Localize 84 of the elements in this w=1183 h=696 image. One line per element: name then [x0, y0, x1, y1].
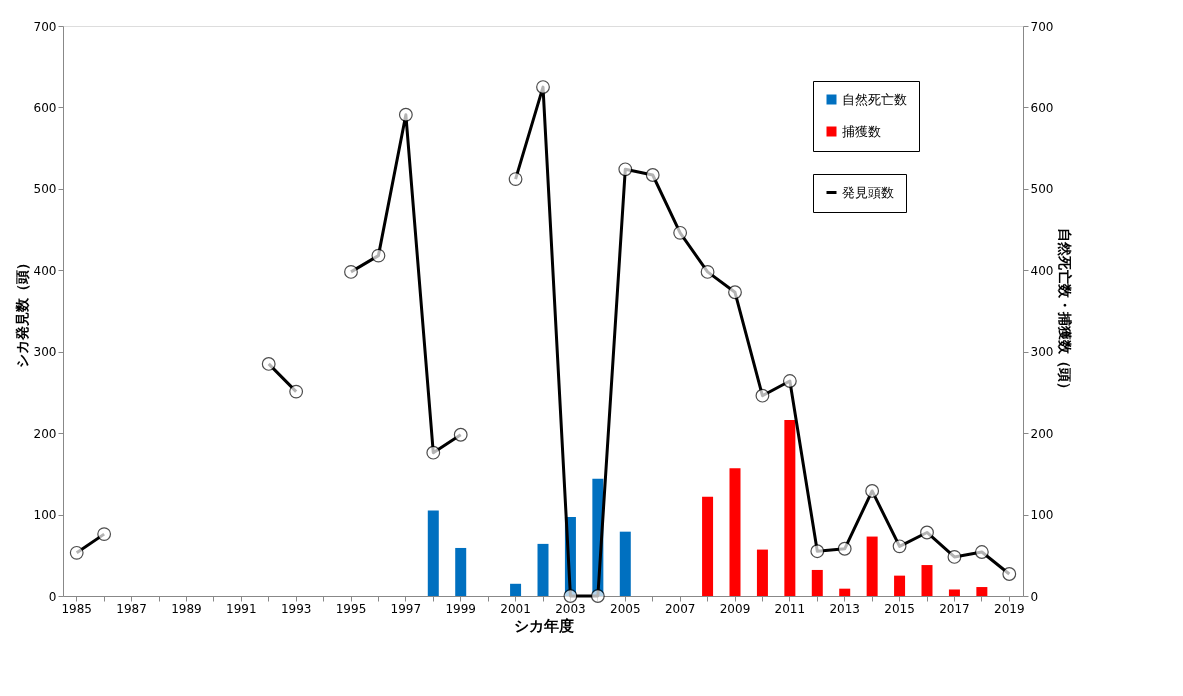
point [590, 589, 605, 603]
y-tick-label: 700 [33, 19, 57, 34]
y2-tick-label: 400 [1030, 263, 1054, 278]
point [782, 374, 797, 388]
x-tick-label: 1987 [116, 601, 147, 616]
legend-label: 捕獲数 [842, 123, 881, 139]
x-tick-label: 1999 [445, 601, 476, 616]
point [920, 525, 934, 540]
point [810, 544, 825, 559]
legend-label: 発見頭数 [842, 184, 894, 200]
point [563, 589, 578, 603]
bar [455, 547, 467, 596]
y-tick-label: 300 [33, 345, 57, 360]
bar [619, 531, 631, 596]
point [261, 357, 276, 371]
x-tick-label: 1997 [390, 601, 422, 616]
x-tick-label: 2009 [719, 601, 751, 616]
point [536, 80, 550, 94]
y-axis-title: シカ発見数（頭） [13, 255, 30, 368]
x-tick-label: 2019 [994, 601, 1025, 616]
bar [976, 587, 988, 596]
y-tick-label: 100 [33, 508, 57, 523]
point [1002, 567, 1017, 581]
x-tick-label: 2007 [664, 601, 696, 616]
x-tick-label: 2001 [500, 601, 531, 616]
bar [756, 549, 768, 596]
y2-axis-title: 自然死亡数・捕獲数（頭） [1057, 227, 1074, 396]
point [947, 550, 962, 564]
y2-tick-label: 600 [1030, 100, 1054, 115]
bar [894, 575, 906, 596]
y-tick-label: 0 [48, 589, 57, 604]
point [618, 162, 633, 177]
bar [784, 420, 796, 596]
point [837, 541, 852, 556]
point [344, 265, 358, 279]
x-tick-label: 1995 [335, 601, 367, 616]
y2-tick-label: 100 [1030, 508, 1054, 523]
point [289, 384, 304, 399]
x-tick-label: 1985 [61, 601, 92, 616]
point [398, 107, 413, 122]
x-tick-label: 2011 [774, 601, 806, 616]
point [865, 484, 880, 498]
point [69, 545, 84, 560]
bar [866, 536, 878, 596]
point [97, 527, 112, 542]
bar [729, 468, 741, 596]
point [755, 388, 770, 403]
bar [702, 496, 714, 596]
point [508, 172, 523, 186]
y2-tick-label: 200 [1030, 426, 1054, 441]
point [700, 265, 715, 279]
bar [921, 565, 933, 596]
y2-tick-label: 0 [1030, 589, 1039, 604]
bar [510, 583, 522, 596]
bar [948, 589, 960, 596]
x-tick-label: 2013 [829, 601, 860, 616]
point [673, 225, 688, 240]
y-tick-label: 500 [33, 182, 57, 197]
point [453, 427, 468, 442]
x-tick-label: 2005 [610, 601, 641, 616]
y2-tick-label: 300 [1030, 345, 1054, 360]
point [728, 285, 742, 300]
y2-tick-label: 700 [1030, 19, 1054, 34]
bar [839, 588, 851, 596]
y2-tick-label: 500 [1030, 182, 1054, 197]
y-tick-label: 600 [33, 100, 57, 115]
legend-label: 自然死亡数 [842, 91, 907, 107]
point [645, 168, 660, 182]
x-tick-label: 1989 [171, 601, 202, 616]
bar [427, 510, 439, 596]
x-tick-label: 2015 [884, 601, 915, 616]
x-axis-title: シカ年度 [513, 616, 574, 635]
bar [537, 543, 549, 596]
point [892, 539, 907, 554]
y-tick-label: 200 [33, 426, 57, 441]
x-tick-label: 1991 [226, 601, 257, 616]
bar [811, 569, 823, 596]
x-tick-label: 1993 [280, 601, 312, 616]
x-tick-label: 2003 [555, 601, 586, 616]
x-tick-label: 2017 [939, 601, 970, 616]
point [426, 445, 441, 460]
y-tick-label: 400 [33, 263, 57, 278]
point [974, 545, 989, 559]
point [371, 248, 386, 263]
